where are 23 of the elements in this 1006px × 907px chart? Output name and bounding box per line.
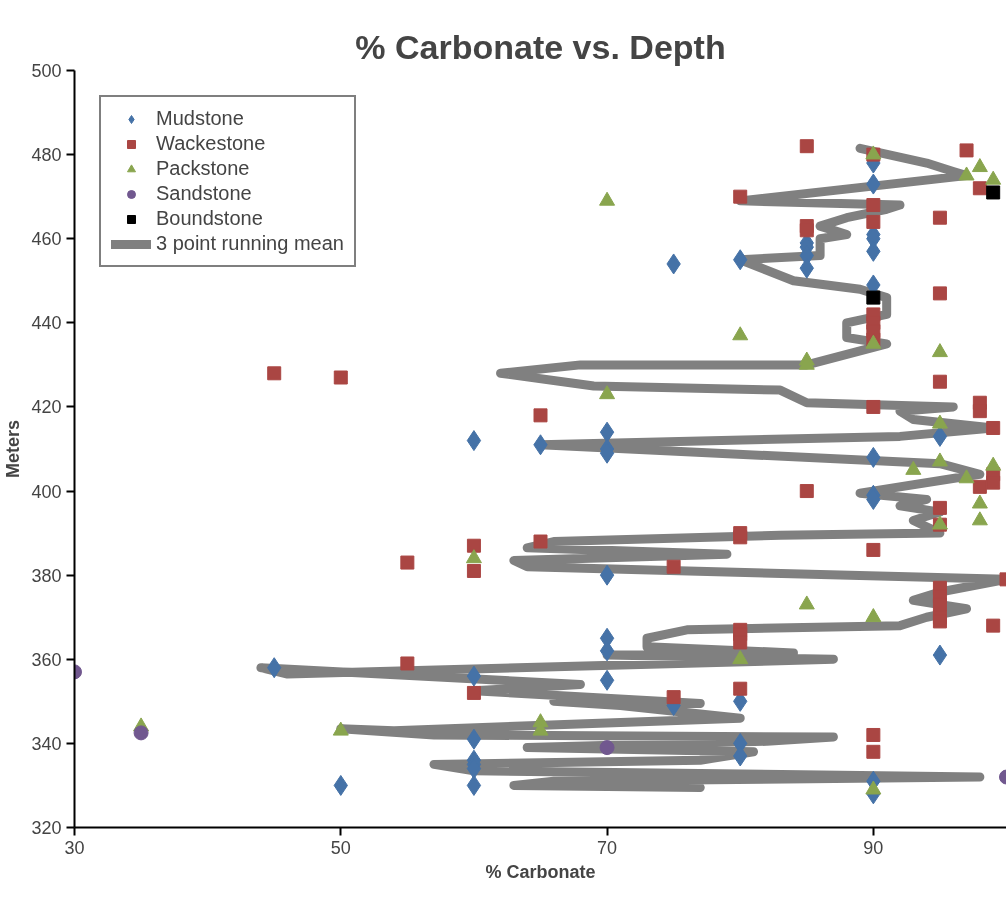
legend-label: Wackestone: [156, 132, 266, 155]
legend-label: Mudstone: [156, 107, 244, 130]
legend-label: 3 point running mean: [156, 232, 344, 255]
y-tick-label: 440: [31, 313, 62, 334]
y-axis-title: Meters: [3, 419, 24, 479]
y-tick-label: 380: [31, 565, 62, 586]
x-axis-title: % Carbonate: [485, 861, 596, 882]
y-tick-label: 500: [31, 61, 62, 81]
y-tick-label: 320: [31, 818, 62, 838]
legend-label: Sandstone: [156, 182, 252, 205]
y-tick-label: 460: [31, 229, 62, 250]
chart-title: % Carbonate vs. Depth: [355, 27, 726, 66]
y-tick-label: 420: [31, 397, 62, 418]
x-tick-label: 90: [863, 837, 884, 858]
y-tick-label: 340: [31, 733, 62, 754]
legend-label: Packstone: [156, 157, 250, 180]
legend-label: Boundstone: [156, 207, 263, 230]
x-tick-label: 30: [64, 837, 85, 858]
y-tick-label: 360: [31, 649, 62, 670]
y-tick-label: 400: [31, 481, 62, 502]
x-tick-label: 50: [330, 837, 351, 858]
x-tick-label: 70: [597, 837, 618, 858]
y-tick-label: 480: [31, 145, 62, 166]
